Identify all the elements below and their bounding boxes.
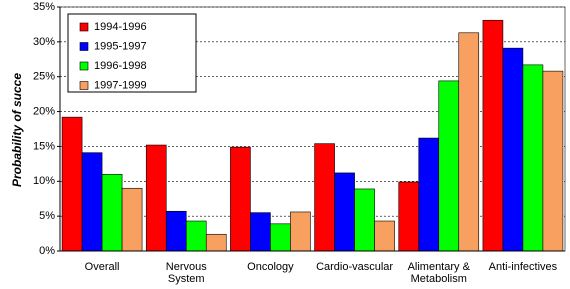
y-tick-label: 5% xyxy=(39,210,55,222)
bar xyxy=(542,70,564,252)
x-tick-label: Nervous System xyxy=(165,261,207,285)
bar xyxy=(522,64,544,252)
bar xyxy=(290,211,311,252)
bar xyxy=(185,220,207,252)
legend-label: 1995-1997 xyxy=(94,40,147,52)
bar xyxy=(145,144,167,252)
y-tick-label: 15% xyxy=(33,140,55,152)
bar xyxy=(121,187,143,252)
bar xyxy=(502,47,524,252)
y-tick-label: 10% xyxy=(33,175,55,187)
legend-swatch xyxy=(79,61,89,71)
bar xyxy=(250,212,271,252)
legend-label: 1996-1998 xyxy=(94,60,147,72)
bar xyxy=(418,137,440,252)
y-tick-label: 35% xyxy=(33,1,55,13)
bar xyxy=(205,233,227,252)
x-tick-label: Anti-infectives xyxy=(488,261,558,273)
bar xyxy=(438,80,460,252)
bar xyxy=(374,220,395,252)
x-tick-label: Alimentary & Metabolism xyxy=(407,261,470,285)
legend-swatch xyxy=(79,42,89,51)
x-tick-label: Oncology xyxy=(247,261,294,273)
x-tick-label: Cardio-vascular xyxy=(316,261,394,273)
legend-label: 1997-1999 xyxy=(94,79,147,91)
bar xyxy=(334,172,355,252)
y-tick-label: 30% xyxy=(33,36,55,48)
y-tick-label: 0% xyxy=(39,245,55,257)
bar xyxy=(482,19,504,252)
x-tick-label: Overall xyxy=(84,261,120,273)
legend-swatch xyxy=(79,22,89,32)
legend-box xyxy=(67,13,197,93)
bar xyxy=(314,143,335,252)
bar xyxy=(354,188,375,252)
bar xyxy=(398,181,420,252)
bar xyxy=(165,210,187,252)
bar xyxy=(61,116,83,252)
bar xyxy=(81,152,103,252)
legend-swatch xyxy=(79,81,89,90)
plot-border xyxy=(59,6,566,252)
y-axis-label: Probability of succe xyxy=(10,73,24,187)
y-tick-label: 25% xyxy=(33,71,55,83)
bar xyxy=(101,174,123,252)
y-tick-label: 20% xyxy=(33,105,55,117)
legend-label: 1994-1996 xyxy=(94,21,147,33)
bar xyxy=(458,32,480,252)
bar xyxy=(270,223,291,252)
bar xyxy=(230,146,251,252)
